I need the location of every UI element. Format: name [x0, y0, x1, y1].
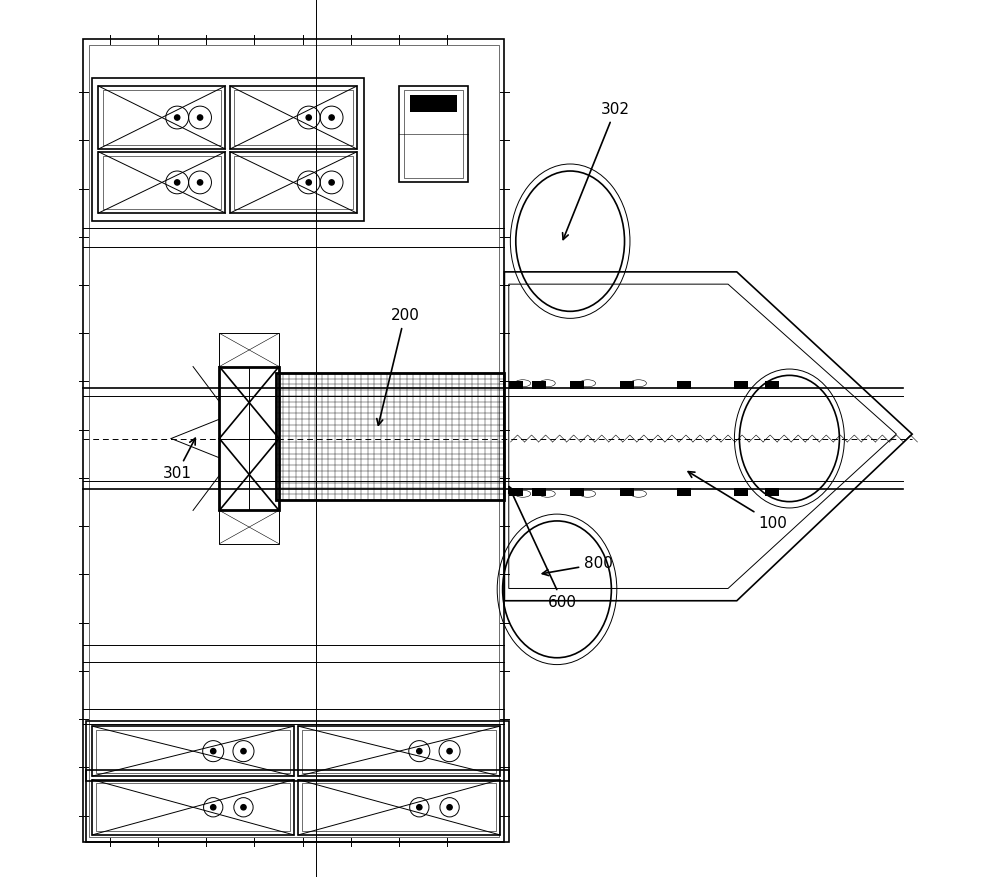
Bar — [677, 381, 691, 389]
Circle shape — [175, 115, 180, 120]
Bar — [620, 488, 634, 496]
Bar — [219, 367, 279, 510]
Bar — [298, 780, 500, 835]
Bar — [570, 381, 584, 389]
Text: 800: 800 — [542, 556, 613, 575]
Circle shape — [306, 180, 311, 185]
Bar — [399, 86, 468, 182]
Bar — [677, 488, 691, 496]
Bar — [96, 783, 290, 831]
Bar — [92, 780, 294, 835]
Bar — [96, 730, 290, 773]
Bar — [219, 333, 279, 367]
Circle shape — [197, 115, 203, 120]
Bar — [98, 152, 225, 213]
Bar — [86, 770, 509, 842]
Circle shape — [211, 805, 216, 810]
Bar — [230, 152, 357, 213]
Text: 100: 100 — [688, 472, 788, 531]
Bar — [276, 373, 504, 500]
Bar — [86, 721, 509, 781]
Circle shape — [447, 805, 452, 810]
Bar — [532, 488, 546, 496]
Circle shape — [329, 115, 334, 120]
Bar — [234, 156, 353, 209]
Circle shape — [197, 180, 203, 185]
Bar — [765, 488, 779, 496]
Bar — [103, 90, 221, 145]
Bar — [234, 90, 353, 145]
Bar — [230, 86, 357, 149]
Bar — [298, 726, 500, 776]
Text: 200: 200 — [377, 308, 419, 425]
Bar — [570, 488, 584, 496]
Bar — [83, 39, 504, 842]
Circle shape — [329, 180, 334, 185]
Bar — [532, 381, 546, 389]
Bar — [620, 381, 634, 389]
Text: 600: 600 — [509, 487, 577, 610]
Circle shape — [417, 805, 422, 810]
Bar — [410, 95, 457, 112]
Bar — [734, 488, 748, 496]
Bar — [89, 45, 499, 837]
Bar — [103, 156, 221, 209]
Bar — [509, 488, 523, 496]
Bar — [302, 783, 496, 831]
Circle shape — [211, 748, 216, 753]
Circle shape — [447, 748, 452, 753]
Bar — [404, 90, 463, 178]
Circle shape — [417, 748, 422, 753]
Bar — [98, 86, 225, 149]
Circle shape — [241, 748, 246, 753]
Bar — [765, 381, 779, 389]
Bar — [509, 381, 523, 389]
Bar — [734, 381, 748, 389]
Bar — [302, 730, 496, 773]
Bar — [219, 510, 279, 544]
Bar — [92, 78, 364, 221]
Circle shape — [241, 805, 246, 810]
Text: 302: 302 — [563, 102, 630, 239]
Circle shape — [175, 180, 180, 185]
Bar — [92, 726, 294, 776]
Circle shape — [306, 115, 311, 120]
Text: 301: 301 — [162, 438, 195, 481]
